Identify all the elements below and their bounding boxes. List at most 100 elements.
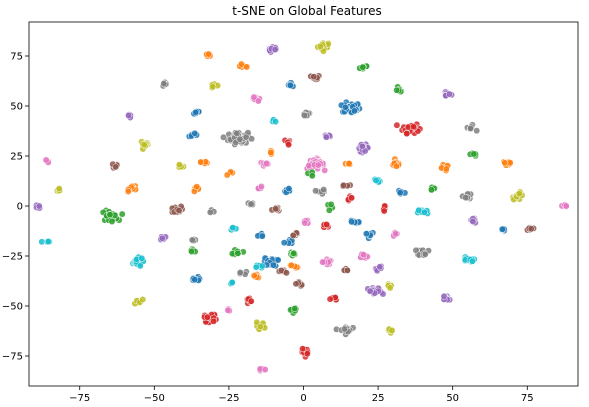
data-point bbox=[42, 156, 50, 164]
data-point bbox=[345, 160, 353, 167]
data-point bbox=[360, 251, 368, 259]
data-point bbox=[403, 130, 411, 138]
data-point bbox=[312, 187, 320, 195]
y-tick-label: 50 bbox=[10, 102, 23, 113]
x-tick-label: 50 bbox=[446, 393, 459, 404]
data-point bbox=[192, 109, 199, 116]
data-point bbox=[303, 350, 311, 358]
data-point bbox=[445, 90, 453, 98]
data-point bbox=[340, 181, 347, 189]
y-tick-label: −50 bbox=[2, 302, 23, 313]
data-point bbox=[325, 206, 333, 214]
data-point bbox=[467, 124, 475, 132]
data-point bbox=[269, 261, 277, 269]
data-point bbox=[188, 248, 196, 255]
data-point bbox=[286, 81, 294, 89]
data-point bbox=[205, 50, 213, 58]
data-point bbox=[272, 118, 280, 126]
data-point bbox=[314, 161, 322, 169]
data-point bbox=[243, 63, 251, 71]
data-point bbox=[292, 280, 300, 288]
data-point bbox=[362, 230, 370, 238]
data-point bbox=[410, 123, 417, 131]
data-point bbox=[343, 266, 351, 274]
data-point bbox=[257, 183, 265, 190]
data-point bbox=[274, 256, 282, 264]
data-point bbox=[280, 239, 288, 247]
data-point bbox=[252, 263, 260, 271]
data-point bbox=[188, 236, 196, 244]
data-point bbox=[358, 142, 366, 150]
data-point bbox=[193, 183, 201, 191]
data-point bbox=[234, 249, 242, 257]
data-point bbox=[285, 185, 293, 193]
data-point bbox=[237, 60, 245, 68]
data-point bbox=[380, 207, 388, 215]
data-point bbox=[299, 345, 307, 353]
data-point bbox=[263, 159, 271, 167]
data-point bbox=[108, 218, 116, 225]
data-point bbox=[256, 323, 264, 331]
x-tick-label: −75 bbox=[69, 393, 90, 404]
data-point bbox=[473, 127, 481, 135]
data-point bbox=[366, 287, 374, 295]
data-point bbox=[341, 103, 349, 111]
data-point bbox=[206, 208, 214, 216]
data-point bbox=[348, 218, 356, 226]
data-point bbox=[341, 325, 349, 333]
data-point bbox=[118, 210, 126, 218]
data-point bbox=[469, 218, 477, 225]
y-tick-label: −25 bbox=[2, 252, 23, 263]
data-point bbox=[348, 194, 356, 202]
data-point bbox=[236, 269, 244, 276]
data-point bbox=[138, 254, 146, 262]
data-point bbox=[515, 190, 523, 198]
data-point bbox=[175, 161, 183, 169]
y-tick-label: 25 bbox=[10, 152, 23, 163]
data-point bbox=[106, 211, 114, 219]
data-point bbox=[386, 284, 394, 292]
data-point bbox=[247, 200, 255, 208]
data-point bbox=[498, 225, 506, 233]
data-point bbox=[396, 189, 404, 197]
data-point bbox=[320, 186, 328, 194]
data-point bbox=[272, 205, 280, 213]
data-point bbox=[392, 230, 399, 238]
data-point bbox=[308, 172, 316, 180]
data-point bbox=[224, 306, 232, 314]
data-point bbox=[250, 272, 258, 280]
data-point bbox=[310, 73, 318, 81]
x-tick-label: 25 bbox=[372, 393, 385, 404]
data-point bbox=[290, 249, 298, 257]
data-point bbox=[158, 234, 166, 242]
data-point bbox=[139, 296, 147, 303]
data-point bbox=[112, 163, 120, 171]
scatter-points bbox=[33, 39, 570, 374]
data-point bbox=[440, 292, 448, 300]
data-point bbox=[223, 171, 231, 179]
data-point bbox=[140, 141, 148, 149]
data-point bbox=[323, 221, 331, 228]
data-point bbox=[316, 43, 324, 50]
data-point bbox=[393, 121, 401, 129]
data-point bbox=[191, 129, 199, 137]
data-point bbox=[301, 219, 309, 227]
data-point bbox=[392, 162, 400, 170]
data-point bbox=[55, 185, 63, 193]
data-point bbox=[209, 83, 217, 91]
data-point bbox=[247, 297, 255, 305]
data-point bbox=[124, 188, 132, 195]
data-point bbox=[322, 133, 330, 141]
x-tick-label: 75 bbox=[521, 393, 534, 404]
data-point bbox=[242, 133, 250, 141]
data-point bbox=[415, 206, 423, 214]
data-point bbox=[175, 206, 183, 214]
data-point bbox=[470, 150, 478, 158]
data-point bbox=[283, 269, 290, 277]
data-point bbox=[301, 112, 308, 119]
data-point bbox=[258, 262, 266, 270]
data-point bbox=[291, 305, 299, 313]
data-point bbox=[388, 326, 396, 334]
data-point bbox=[160, 80, 168, 88]
